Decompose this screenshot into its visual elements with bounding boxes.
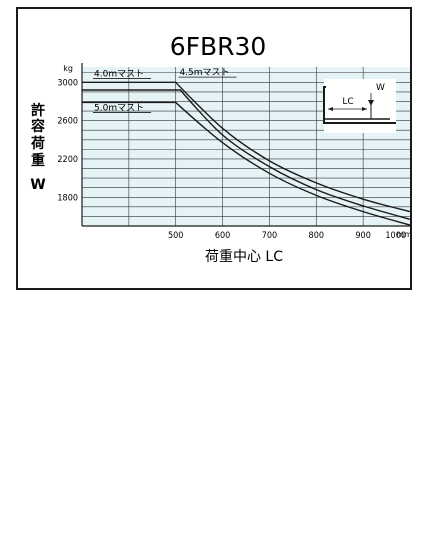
series-label-2: 4.5mマスト — [179, 68, 229, 78]
x-tick-label: 1000 — [385, 231, 406, 241]
y-unit-label: kg — [63, 64, 73, 73]
x-tick-label: 900 — [355, 231, 370, 241]
lc-diagram: LC W — [323, 79, 396, 133]
series-label-3: 5.0mマスト — [94, 104, 144, 114]
inset-background — [324, 79, 396, 133]
series-label-1: 4.0mマスト — [94, 70, 144, 80]
w-arrow-head — [368, 100, 374, 106]
series-line-1 — [82, 81, 410, 213]
chart-title: 6FBR30 — [170, 32, 267, 61]
x-tick-label: 700 — [262, 231, 277, 241]
lc-arrow-left — [328, 107, 333, 111]
y-tick-label: 3000 — [57, 78, 78, 88]
y-tick-label: 2600 — [57, 117, 78, 127]
x-tick-label: 800 — [309, 231, 324, 241]
lc-label: LC — [342, 97, 353, 107]
y-label-char: 荷 — [30, 135, 45, 152]
y-label-char: 重 — [31, 152, 45, 169]
x-tick-labels: 500 600 700 800 900 1000 — [168, 231, 406, 241]
w-label: W — [376, 83, 385, 93]
y-tick-label: 1800 — [57, 193, 78, 203]
y-label-char: 許 — [31, 102, 45, 119]
y-tick-labels: 1800 2200 2600 3000 — [57, 78, 78, 203]
series-labels: 4.0mマスト 4.5mマスト 5.0mマスト — [93, 68, 237, 114]
x-tick-label: 500 — [168, 231, 183, 241]
series-lines — [82, 81, 410, 226]
fork-shape — [323, 86, 396, 124]
lc-arrow-right — [362, 107, 367, 111]
x-axis-label: 荷重中心 LC — [205, 249, 283, 265]
series-line-2 — [82, 89, 410, 220]
y-label-char: W — [30, 177, 45, 193]
y-label-char: 容 — [30, 118, 45, 135]
series-line-3 — [82, 101, 410, 226]
x-unit-label: mm — [396, 230, 410, 239]
x-tick-label: 600 — [215, 231, 230, 241]
y-tick-label: 2200 — [57, 155, 78, 165]
